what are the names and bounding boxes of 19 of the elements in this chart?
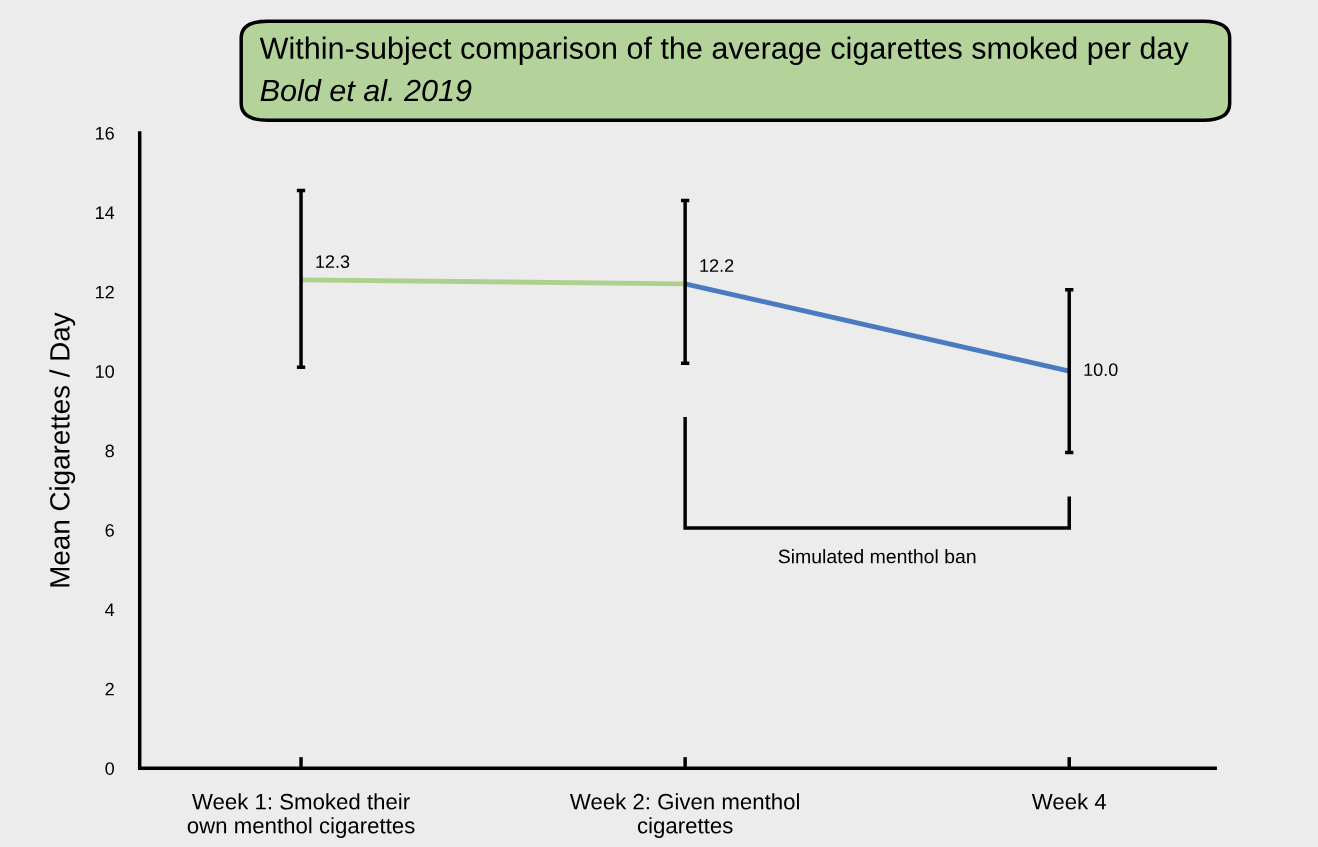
x-tick-label: Week 1: Smoked their own menthol cigarettes [187,793,415,838]
x-tick-label: Week 4 [1031,793,1107,810]
y-tick-label: 8 [105,444,114,458]
y-tick-label: 16 [96,126,114,140]
y-tick-label: 2 [105,682,114,696]
y-tick-label: 0 [105,762,114,775]
annotation: Simulated menthol ban [778,549,976,564]
data-label: 12.3 [316,255,350,268]
chart-subtitle: Bold et al. 2019 [260,78,472,102]
y-tick-label: 12 [96,285,114,299]
y-tick-label: 6 [105,523,114,537]
y-axis-title: Mean Cigarettes / Day [49,312,76,587]
y-tick-label: 10 [96,365,114,378]
data-label: 10.0 [1084,363,1118,377]
data-label: 12.2 [700,259,734,272]
y-tick-label: 14 [96,206,115,219]
chart-title: Within-subject comparison of the average cigarettes smoked per day [259,36,1189,66]
y-tick-label: 4 [105,603,115,616]
x-tick-label: Week 2: Given menthol cigarettes [569,793,799,838]
